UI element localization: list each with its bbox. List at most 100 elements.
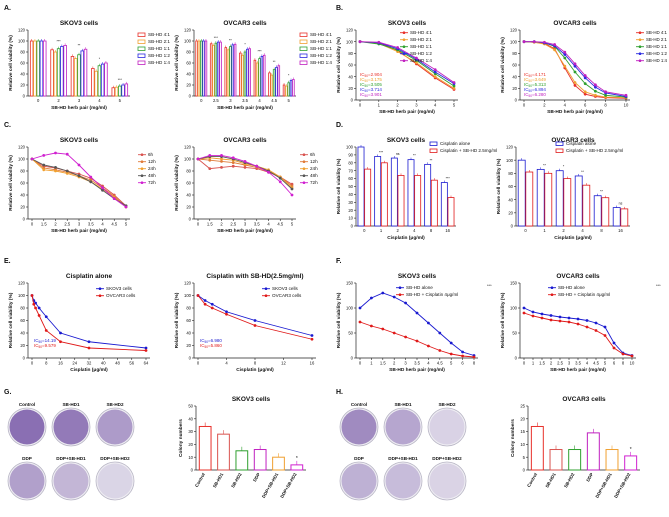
E2-ytick-label: 80 <box>186 306 191 311</box>
E1-data-point <box>30 294 34 297</box>
D1-legend-swatch <box>429 141 438 146</box>
H-bar <box>568 449 582 471</box>
B2-legend-marker <box>638 52 642 55</box>
B1-ic50-label: IC50=3.901 <box>360 92 382 98</box>
F1-ytick-label: 100 <box>346 306 354 311</box>
D1-ytick-label: 90 <box>348 153 353 158</box>
B2-data-point <box>543 40 546 44</box>
H-dish-colonies <box>341 409 377 445</box>
D1-legend-label: Cisplatin + SB-HD 2.5mg/ml <box>440 148 497 153</box>
C2-data-point <box>231 156 235 160</box>
C2-ytick-label: 100 <box>184 157 192 162</box>
E2-xtick-label: 8 <box>254 361 257 366</box>
E2-ic50-label: IC50=6.980 <box>200 338 222 344</box>
F2-data-point <box>522 306 526 310</box>
H-title: OVCAR3 cells <box>562 396 606 403</box>
F1-data-point <box>438 349 442 352</box>
E1-legend-label: OVCAR3 cells <box>106 293 136 298</box>
A1-bar <box>83 48 88 97</box>
E1-xtick-label: 56 <box>129 361 134 366</box>
B2-data-point <box>594 93 597 97</box>
B2-data-point <box>604 93 607 97</box>
A2-xtick-label: 4 <box>258 98 261 103</box>
D2-bar <box>563 178 572 227</box>
E1-xtick-label: 8 <box>45 361 48 366</box>
D1-xlabel: Cisplatin (μg/ml) <box>387 235 425 241</box>
D2-significance: * <box>563 165 565 169</box>
B2-data-point <box>594 85 597 89</box>
D2-ytick-label: 0 <box>511 224 514 229</box>
B2-data-point <box>563 64 567 68</box>
A2-significance: ** <box>229 38 232 42</box>
F1-xtick-label: 0 <box>359 361 362 366</box>
A1-bar <box>42 40 47 97</box>
C2-ytick-label: 120 <box>184 145 192 150</box>
B1-legend-marker <box>402 59 406 62</box>
C1-data-point <box>54 151 57 155</box>
E2-ytick-label: 60 <box>186 318 191 323</box>
B1-data-point <box>415 61 418 65</box>
E1-data-point <box>37 314 41 317</box>
F2-data-point <box>576 317 580 321</box>
C1-ylabel: Relative cell viability (%) <box>8 155 14 211</box>
E2-ic50-label: IC50=5.860 <box>200 343 222 349</box>
B2-ic50-label: IC50=5.313 <box>524 82 546 88</box>
D2-bar <box>601 197 610 227</box>
C1-ytick-label: 100 <box>18 157 26 162</box>
F2-xtick-label: 4 <box>586 361 589 366</box>
A1-bar <box>53 51 58 97</box>
G-dish-label: Control <box>19 402 35 407</box>
D1-ytick-label: 40 <box>348 192 353 197</box>
B2-title: OVCAR3 cells <box>553 20 597 27</box>
A1-bar <box>29 40 34 97</box>
A1-ytick-label: 40 <box>20 72 25 77</box>
C2-legend-marker <box>302 174 306 177</box>
G-xtick-label: SB-HD1 <box>212 472 225 489</box>
F1-series-line <box>359 321 475 358</box>
F1-legend-marker <box>398 293 402 297</box>
B1-xtick-label: 3 <box>415 103 418 108</box>
panel-label-F: F. <box>336 258 342 265</box>
A2-bar <box>260 56 264 97</box>
A2-bar <box>226 49 230 97</box>
E2-data-point <box>310 334 314 337</box>
F2-data-point <box>549 318 553 322</box>
G-ylabel: Colony numbers <box>178 419 184 457</box>
D1-significance: ns <box>396 152 400 156</box>
B2-xtick-label: 10 <box>624 103 629 108</box>
D1-ytick-label: 20 <box>348 208 353 213</box>
B2-legend-label: SB-HD 4:1 <box>646 30 668 35</box>
A1-title: SKOV3 cells <box>60 20 99 27</box>
panel-label-E: E. <box>4 258 11 265</box>
D1-bar <box>430 179 438 227</box>
C1-series-line <box>31 152 127 208</box>
F2-data-point <box>585 325 589 329</box>
B1-ytick-label: 0 <box>351 98 354 103</box>
G-dish-colonies <box>53 463 89 499</box>
G-ytick-label: 30 <box>188 429 193 434</box>
H-dish-colonies <box>341 463 377 499</box>
C2-legend-marker <box>302 160 306 163</box>
H-ytick-label: 0 <box>523 468 526 473</box>
C2-xlabel: SB-HD herb pair (mg/ml) <box>217 228 273 234</box>
A2-legend-swatch <box>299 39 308 44</box>
C1-ytick-label: 80 <box>20 169 25 174</box>
F1-data-point <box>404 301 407 305</box>
D2-significance: ** <box>543 163 546 167</box>
B1-ytick-label: 120 <box>346 28 354 33</box>
D2-significance: ** <box>600 190 603 194</box>
D1-legend-swatch <box>429 148 438 153</box>
F2-data-point <box>540 312 544 316</box>
A2-xtick-label: 5 <box>288 98 291 103</box>
C2-xtick-label: 4.5 <box>277 222 283 227</box>
A1-ytick-label: 0 <box>23 94 26 99</box>
D1-title: SKOV3 cells <box>387 137 426 144</box>
C1-data-point <box>101 188 104 192</box>
A2-bar <box>239 52 242 97</box>
B1-data-point <box>433 70 437 74</box>
F1-xtick-label: 4.5 <box>437 361 443 366</box>
C2-ytick-label: 20 <box>186 205 191 210</box>
F2-series-line <box>523 307 633 356</box>
A1-xtick-label: 2 <box>57 98 60 103</box>
E1-data-point <box>37 306 41 310</box>
